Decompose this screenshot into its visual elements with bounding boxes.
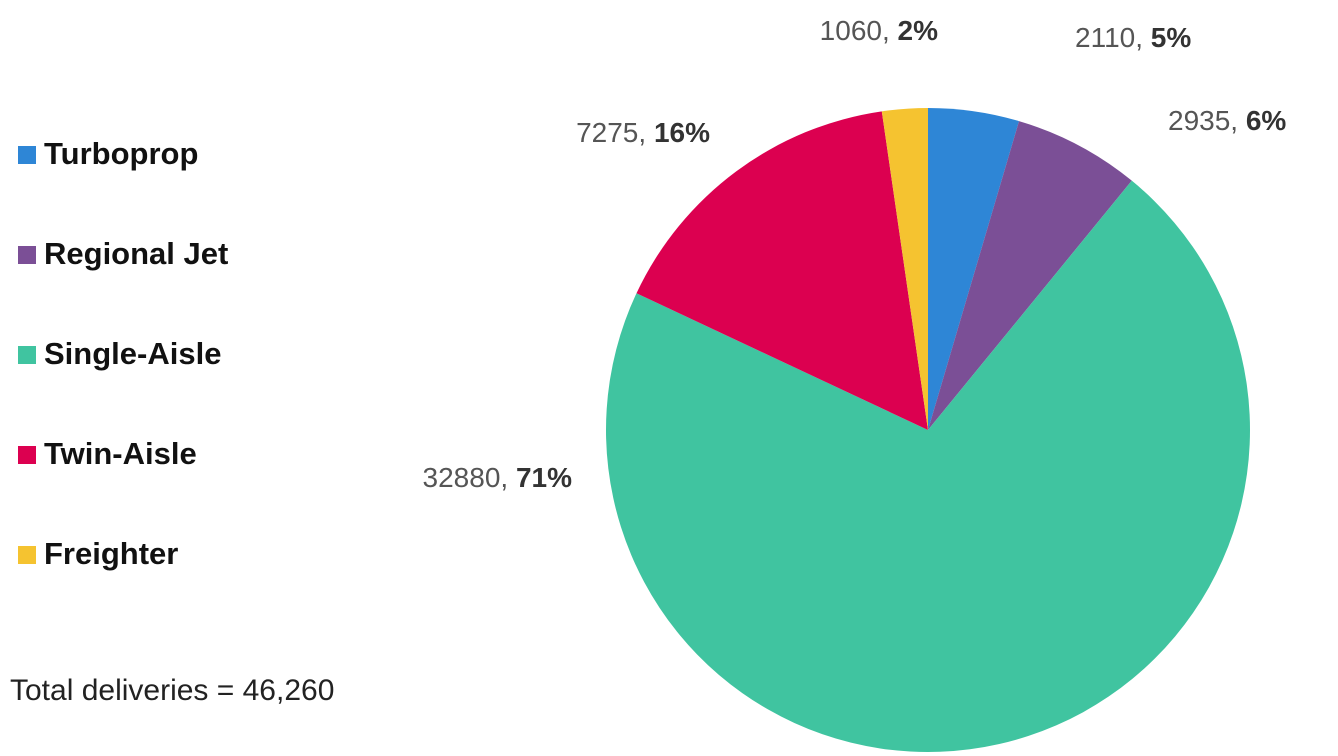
legend-entry: Twin-Aisle [44, 436, 197, 471]
legend-swatch [18, 146, 36, 164]
value-label: 2110, 5% [1075, 22, 1191, 53]
pie-slice [928, 121, 1132, 430]
legend-swatch [18, 246, 36, 264]
pie-slice [636, 111, 928, 430]
value-label: 7275, 16% [576, 117, 710, 148]
legend-entry: Single-Aisle [44, 336, 221, 371]
legend-swatch [18, 346, 36, 364]
legend-entry: Turboprop [44, 136, 198, 171]
pie-slice [928, 108, 1020, 430]
legend-entry: Freighter [44, 536, 178, 571]
total-note: Total deliveries = 46,260 [10, 674, 334, 707]
legend-entry: Regional Jet [44, 236, 228, 271]
value-label: 2935, 6% [1168, 105, 1286, 136]
legend-swatch [18, 546, 36, 564]
value-label: 32880, 71% [423, 462, 573, 493]
value-label: 1060, 2% [820, 15, 938, 46]
pie-slice [881, 108, 928, 430]
legend-swatch [18, 446, 36, 464]
pie-slice [606, 180, 1250, 753]
